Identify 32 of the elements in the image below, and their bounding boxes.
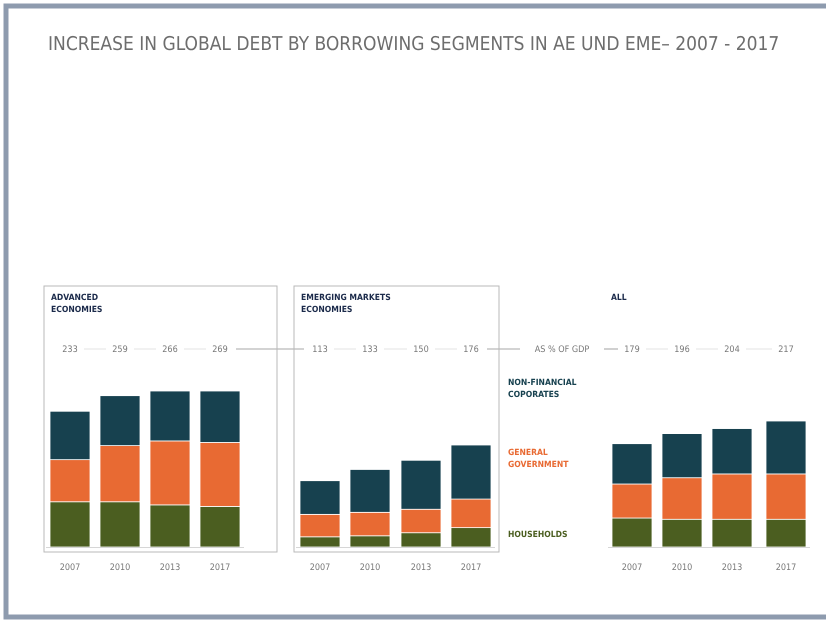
text: 217: [778, 345, 794, 355]
text: 113: [312, 345, 328, 355]
text: GENERAL GOVERNMENT: [508, 448, 570, 470]
x-tick-label: 2017: [210, 563, 230, 573]
chart-title: ADVANCED ECONOMIES: [51, 293, 102, 315]
chart-title: EMERGING MARKETS ECONOMIES: [301, 293, 391, 315]
text: AS % OF GDP: [534, 345, 590, 355]
x-tick-label: 2013: [160, 563, 180, 573]
x-tick-label: 2007: [60, 563, 80, 573]
text: 259: [112, 345, 128, 355]
x-tick-label: 2010: [360, 563, 380, 573]
text: 179: [624, 345, 640, 355]
x-tick-label: 2007: [310, 563, 330, 573]
text: 269: [212, 345, 228, 355]
text: 133: [362, 345, 378, 355]
x-tick-label: 2017: [460, 563, 482, 573]
text: INCREASE IN GLOBAL DEBT BY BORROWING SEGMENTS IN AE UND EME– 2007 - 2017: [48, 33, 780, 55]
x-tick-label: 2013: [722, 563, 742, 573]
x-tick-label: 2007: [622, 563, 642, 573]
text: 266: [162, 345, 178, 355]
series-label: HOUSEHOLDS: [508, 530, 568, 540]
text: 150: [413, 345, 429, 355]
x-tick-label: 2010: [672, 563, 692, 573]
x-tick-label: 2010: [110, 563, 130, 573]
text: 196: [674, 345, 690, 355]
x-tick-label: 2013: [410, 563, 432, 573]
chart-title: ALL: [611, 293, 627, 303]
text: NON-FINANCIAL COPORATES: [508, 378, 577, 400]
x-tick-label: 2017: [776, 563, 796, 573]
text: 233: [62, 345, 78, 355]
text: 204: [724, 345, 740, 355]
text: 176: [463, 345, 479, 355]
